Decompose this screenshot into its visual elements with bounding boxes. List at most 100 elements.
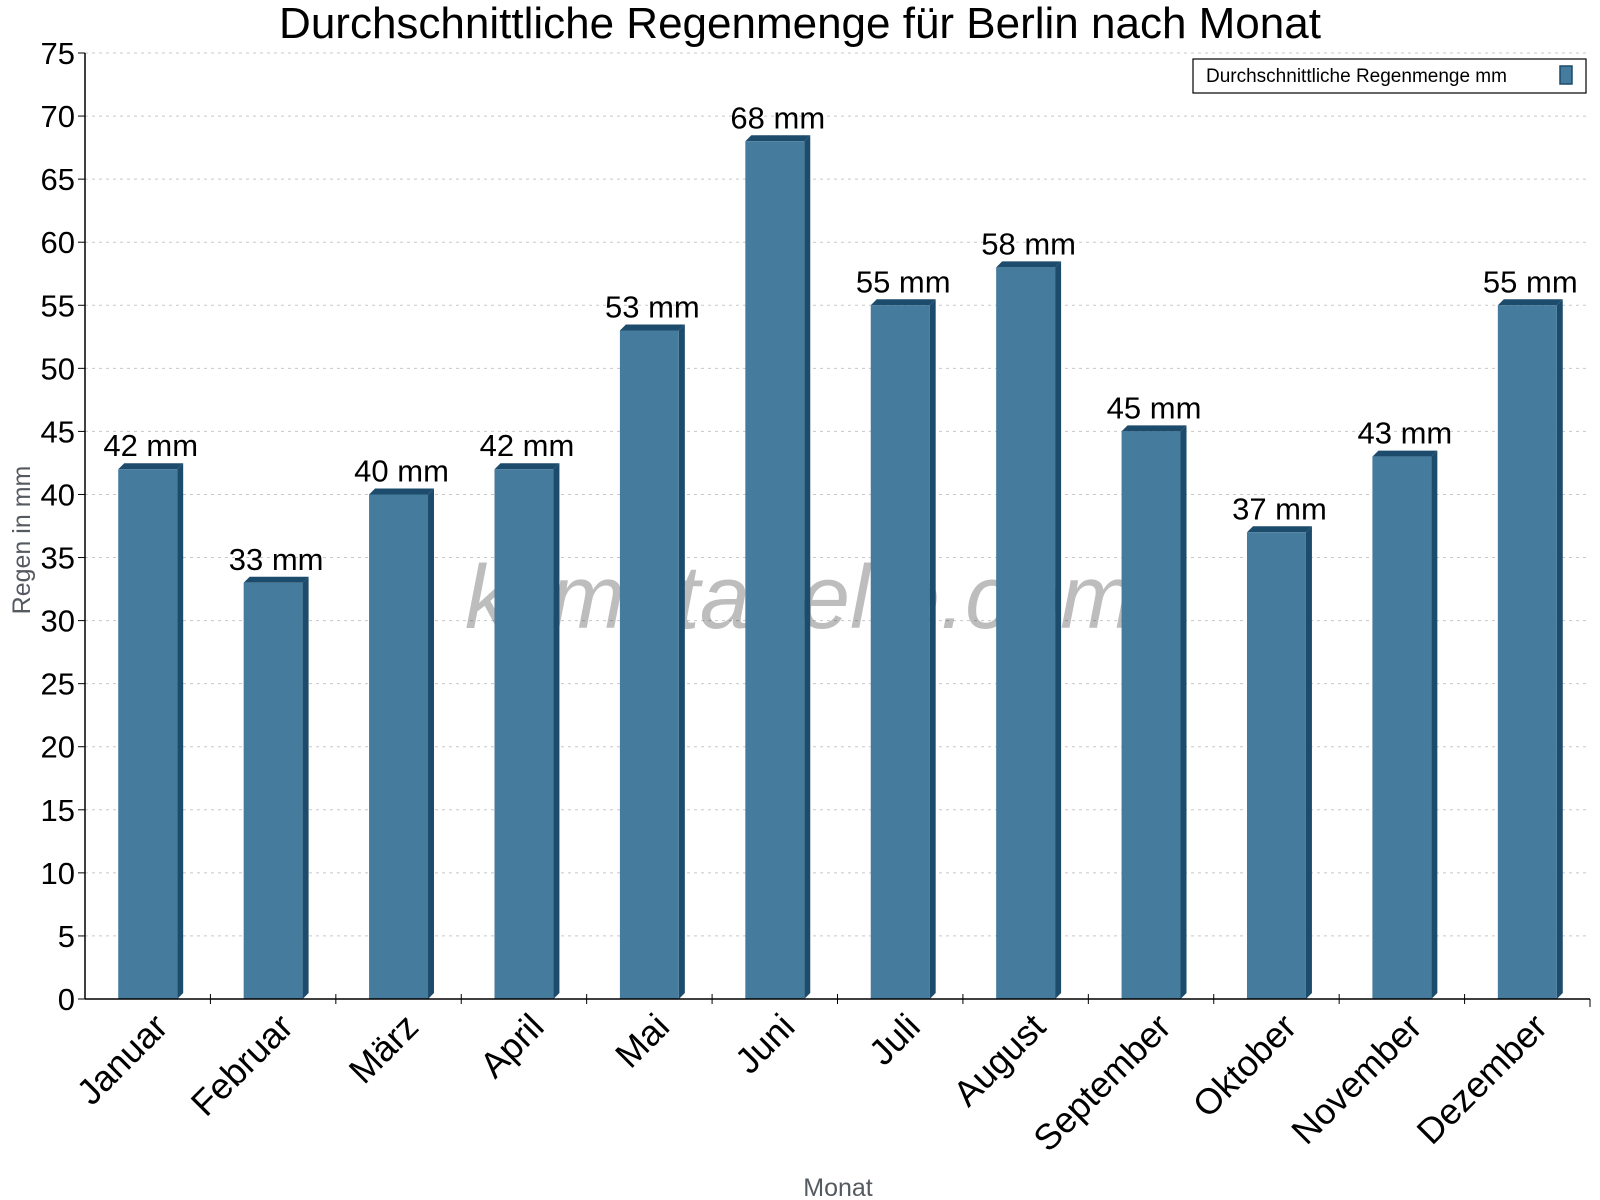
legend-label: Durchschnittliche Regenmenge mm [1206, 66, 1507, 87]
bars-group [118, 135, 1563, 1000]
y-tick-45: 45 [41, 414, 75, 449]
bar-face-Dezember [1497, 305, 1557, 999]
value-label-März: 40 mm [354, 453, 449, 488]
value-label-August: 58 mm [981, 226, 1076, 261]
bar-November [1372, 450, 1438, 999]
chart-title: Durchschnittliche Regenmenge für Berlin … [279, 0, 1321, 48]
bar-face-April [494, 469, 554, 999]
bar-März [369, 488, 435, 999]
bar-face-Mai [619, 330, 679, 999]
bar-face-März [369, 494, 429, 999]
y-tick-labels: 0 5 10 15 20 25 30 35 40 45 50 55 60 65 70 75 [41, 36, 75, 1017]
bar-top-Januar [118, 463, 184, 470]
y-tick-5: 5 [58, 919, 75, 954]
bar-top-September [1121, 425, 1187, 432]
bar-top-Juni [745, 135, 811, 142]
bar-top-März [369, 488, 435, 495]
y-tick-35: 35 [41, 541, 75, 576]
x-tick-September: September [1025, 1006, 1179, 1160]
legend-box [1192, 58, 1587, 94]
bar-Oktober [1246, 526, 1312, 999]
bar-top-August [996, 261, 1062, 268]
y-tick-25: 25 [41, 667, 75, 702]
bar-top-Mai [619, 324, 685, 331]
y-tick-50: 50 [41, 351, 75, 386]
bar-face-August [996, 267, 1056, 1000]
value-labels: 42 mm 33 mm 40 mm 42 mm 53 mm 68 mm 55 mm 58 mm… [103, 100, 1577, 576]
axes [78, 52, 1591, 1007]
value-label-Februar: 33 mm [229, 542, 324, 577]
x-tick-November: November [1283, 1006, 1429, 1152]
bar-side-November [1431, 450, 1438, 999]
y-tick-30: 30 [41, 604, 75, 639]
bar-top-Dezember [1497, 299, 1563, 306]
bar-top-Juli [870, 299, 936, 306]
bar-Juni [745, 135, 811, 999]
y-tick-20: 20 [41, 730, 75, 765]
y-tick-65: 65 [41, 162, 75, 197]
y-tick-60: 60 [41, 225, 75, 260]
y-axis-label: Regen in mm [8, 466, 36, 615]
x-tick-Februar: Februar [183, 1006, 301, 1124]
legend-swatch [1559, 65, 1573, 85]
x-tick-Mai: Mai [607, 1006, 677, 1076]
x-tick-August: August [945, 1006, 1053, 1114]
bar-September [1121, 425, 1187, 999]
y-tick-70: 70 [41, 99, 75, 134]
x-tick-labels: Januar Februar März April Mai Juni Juli AugustS… [69, 1006, 1555, 1160]
bar-top-Februar [243, 576, 309, 583]
bar-side-Januar [177, 463, 184, 999]
bar-side-April [553, 463, 560, 999]
value-label-September: 45 mm [1107, 390, 1202, 425]
bar-face-Juni [745, 141, 805, 999]
x-tick-Januar: Januar [69, 1006, 176, 1113]
legend: Durchschnittliche Regenmenge mm [1192, 58, 1587, 94]
y-tick-55: 55 [41, 288, 75, 323]
bar-side-Mai [678, 324, 685, 999]
x-tick-März: März [341, 1006, 427, 1092]
bar-Juli [870, 299, 936, 999]
x-axis-label: Monat [803, 1174, 873, 1200]
y-tick-10: 10 [41, 856, 75, 891]
y-tick-40: 40 [41, 477, 75, 512]
bar-Februar [243, 576, 309, 999]
y-tick-0: 0 [58, 982, 75, 1017]
value-label-Oktober: 37 mm [1232, 491, 1327, 526]
bar-face-November [1372, 456, 1432, 999]
bar-side-Juni [804, 135, 811, 999]
bar-face-Juli [870, 305, 930, 999]
bar-August [996, 261, 1062, 1000]
value-label-November: 43 mm [1358, 416, 1453, 451]
value-label-Dezember: 55 mm [1483, 264, 1578, 299]
bar-face-Februar [243, 582, 303, 999]
bar-side-Februar [302, 576, 309, 999]
x-tick-Juni: Juni [727, 1006, 803, 1082]
bar-side-Juli [929, 299, 936, 999]
value-label-Januar: 42 mm [103, 428, 198, 463]
bar-Dezember [1497, 299, 1563, 999]
bar-top-Oktober [1246, 526, 1312, 533]
y-tick-75: 75 [41, 36, 75, 71]
x-tick-Juli: Juli [861, 1006, 928, 1073]
bar-side-Oktober [1305, 526, 1312, 999]
bar-face-Januar [118, 469, 178, 999]
value-label-Juli: 55 mm [856, 264, 951, 299]
x-tick-April: April [472, 1006, 552, 1086]
bar-side-September [1180, 425, 1187, 999]
bar-face-September [1121, 431, 1181, 999]
x-tick-Oktober: Oktober [1185, 1006, 1305, 1126]
value-label-Mai: 53 mm [605, 289, 700, 324]
bar-top-April [494, 463, 560, 470]
bar-side-März [428, 488, 435, 999]
bar-face-Oktober [1246, 532, 1306, 999]
bar-side-August [1055, 261, 1062, 1000]
value-label-April: 42 mm [480, 428, 575, 463]
x-tick-Dezember: Dezember [1409, 1006, 1555, 1152]
value-label-Juni: 68 mm [730, 100, 825, 135]
bar-top-November [1372, 450, 1438, 457]
bar-side-Dezember [1556, 299, 1563, 999]
bar-April [494, 463, 560, 999]
bar-Mai [619, 324, 685, 999]
bar-Januar [118, 463, 184, 999]
